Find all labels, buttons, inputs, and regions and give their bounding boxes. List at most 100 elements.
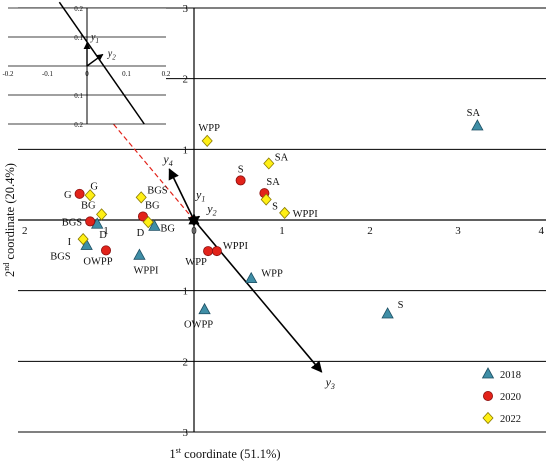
point-label-2018-BGS: BGS [50,251,71,262]
point-label-2022-G: G [90,181,98,192]
inset-x-tick: -0.1 [42,70,54,78]
point-label-2022-I: I [68,237,72,248]
point-2022-G [84,189,96,202]
legend-label-2018: 2018 [500,370,521,381]
point-2020-WPP [203,246,214,257]
inset-x-tick: 0.2 [162,70,171,78]
point-label-2018-SA: SA [467,108,481,119]
y-tick-label: 3 [183,3,189,15]
point-label-2018-WPP: WPP [261,269,283,280]
point-2020-S [235,175,246,186]
point-label-2018-WPPI: WPPI [133,265,159,276]
vector-label-y4: y4 [162,152,172,168]
point-2018-SA [471,119,484,131]
point-2020-WPPI [211,246,222,257]
point-label-2020-WPP: WPP [185,257,207,268]
inset-x-tick: 0 [85,70,89,78]
x-tick-label: 3 [455,225,461,237]
point-label-2022-SA: SA [275,152,289,163]
point-label-2020-S: S [238,164,244,175]
x-tick-label: 2 [22,225,28,237]
x-tick-label: 4 [539,225,545,237]
point-2018-BGS [80,238,93,250]
inset-y-tick: 0.1 [74,92,83,100]
inset-vector-y2 [86,53,104,67]
point-2022-S [260,193,272,206]
point-2018-OWPP [198,302,211,315]
inset-y-tick: 0.1 [74,34,83,42]
point-2018-WPPI [133,248,146,260]
legend-item-2020: 2020 [482,390,521,403]
x-axis-title: 1st coordinate (51.1%) [169,446,280,461]
point-2020-BGS [85,216,96,227]
y-tick-label: 1 [183,286,189,298]
point-label-2020-OWPP: OWPP [83,256,112,267]
legend-label-2020: 2020 [500,392,521,403]
point-label-2020-WPPI: WPPI [223,241,249,252]
point-label-2022-WPPI: WPPI [293,209,319,220]
point-2022-I [77,232,89,246]
point-2020-OWPP [101,245,112,256]
point-label-2020-BGS: BGS [62,217,83,228]
point-2022-SA [263,157,275,170]
legend: 2018 2020 2022 [481,367,521,425]
legend-marker-2020 [482,390,493,401]
point-2020-G [74,188,85,199]
point-label-2022-BGS: BGS [147,185,168,196]
y-axis-title: 2nd coordinate (20.4%) [2,163,17,277]
legend-marker-2022 [482,411,494,425]
point-label-2018-S: S [398,300,404,311]
point-label-2022-WPP: WPP [198,123,220,134]
point-2022-BG [96,208,108,221]
legend-label-2022: 2022 [500,414,521,425]
y-tick-label: 3 [183,427,189,439]
x-tick-label: 2 [367,225,373,237]
point-2020-BG [137,211,148,222]
point-2018-BG [148,219,161,231]
y-tick-label: 2 [183,74,189,86]
data-points: SASWPPWPPIOWPPBGDBGSSSAWPPWPPIGBGBGSOWPP… [50,108,484,331]
point-label-2022-D: D [137,228,145,239]
vector-y3 [193,219,323,373]
legend-marker-2018 [481,367,495,379]
inset-x-tick: 0.1 [122,70,131,78]
point-2022-WPP [201,134,213,147]
x-tick-label: 0 [191,225,197,237]
vector-label-y1: y1 [195,187,205,203]
inset-vector-label-y2: y2 [107,48,116,61]
point-2018-S [381,307,394,319]
point-label-2022-BG: BG [81,200,96,211]
inset-x-tick: -0.2 [2,70,14,78]
point-label-2020-G: G [64,190,72,201]
legend-item-2022: 2022 [482,411,521,425]
y-tick-label: 2 [183,356,189,368]
vector-y4 [168,168,195,221]
point-2022-WPPI [279,206,291,220]
inset-vector-label-y1: y1 [90,32,99,45]
inset-zoom: -0.2 -0.1 0 0.1 0.2 0.2 0.1 0.1 0.2 y1 y2 [2,1,171,129]
point-2022-D [142,216,154,229]
point-label-2022-S: S [272,202,278,213]
point-label-2020-BG: BG [145,200,160,211]
x-tick-label: 1 [103,225,109,237]
vector-label-y2: y2 [206,201,216,217]
vector-y2 [187,215,201,227]
inset-y3-line [58,1,145,125]
point-2022-BGS [135,191,147,204]
point-label-2020-SA: SA [266,177,280,188]
inset-y-tick: 0.2 [74,5,83,13]
x-tick-label: 1 [279,225,285,237]
legend-item-2018: 2018 [481,367,521,381]
point-2018-WPP [245,271,258,284]
point-label-2018-OWPP: OWPP [184,320,213,331]
vector-label-y3: y3 [325,375,335,391]
y-tick-label: 1 [183,144,189,156]
inset-y-tick: 0.2 [74,121,83,129]
point-label-2018-D: D [99,230,107,241]
tick-labels: 2 1 0 1 2 3 4 3 2 1 1 2 3 [22,3,545,439]
